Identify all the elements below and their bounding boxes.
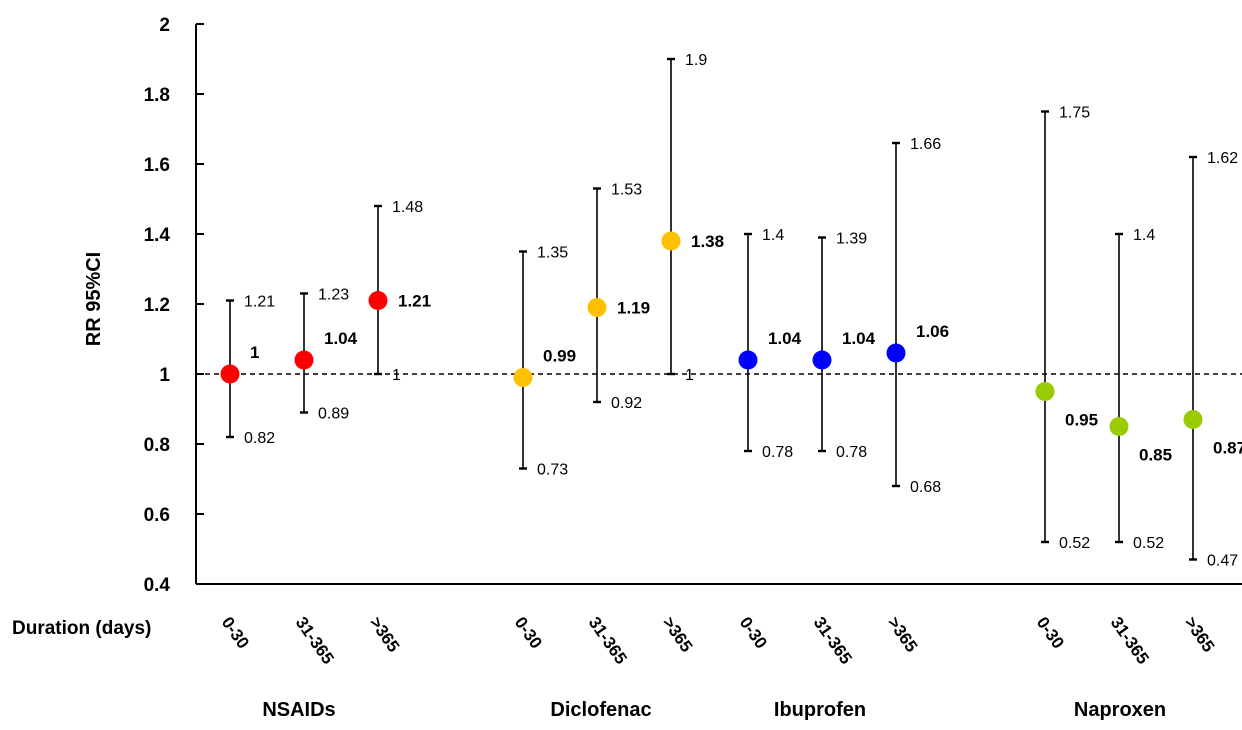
ci-upper-label: 1.9 (685, 52, 707, 69)
rr-point (587, 298, 607, 317)
rr-value-label: 1.04 (842, 329, 876, 348)
rr-point (368, 291, 388, 310)
ci-lower-label: 0.78 (836, 444, 867, 461)
duration-tick-label: >365 (1181, 613, 1219, 655)
ci-upper-label: 1.48 (392, 199, 423, 216)
duration-tick-label: 0-30 (1033, 613, 1068, 652)
rr-value-label: 1 (250, 343, 259, 362)
rr-value-label: 0.87 (1213, 439, 1242, 458)
y-tick-label: 2 (159, 15, 170, 36)
duration-tick-label: 31-365 (585, 613, 631, 667)
group-label: Naproxen (1074, 699, 1166, 721)
ci-upper-label: 1.53 (611, 182, 642, 199)
ci-lower-label: 0.52 (1133, 535, 1164, 552)
group-label: NSAIDs (262, 699, 335, 721)
rr-point (886, 343, 906, 363)
ci-upper-label: 1.35 (537, 245, 568, 262)
rr-value-label: 1.06 (916, 322, 949, 341)
rr-point (812, 350, 832, 370)
duration-tick-label: 0-30 (736, 613, 771, 652)
y-tick-label: 1.8 (144, 85, 170, 106)
rr-value-label: 0.95 (1065, 411, 1098, 430)
ci-upper-label: 1.4 (762, 227, 784, 244)
ci-lower-label: 0.78 (762, 444, 793, 461)
ci-lower-label: 0.89 (318, 406, 349, 423)
ci-upper-label: 1.23 (318, 287, 349, 304)
rr-value-label: 1.19 (617, 299, 650, 318)
rr-value-label: 1.04 (768, 329, 802, 348)
rr-point (661, 231, 681, 251)
y-tick-label: 0.6 (144, 505, 170, 526)
duration-tick-label: 0-30 (218, 613, 253, 652)
duration-tick-label: 0-30 (511, 613, 546, 652)
rr-value-label: 1.38 (691, 232, 724, 251)
y-tick-label: 1.4 (144, 225, 171, 246)
rr-point (738, 350, 758, 370)
y-tick-label: 1.6 (144, 155, 170, 176)
duration-tick-label: >365 (366, 613, 404, 655)
duration-tick-label: 31-365 (292, 613, 338, 667)
rr-value-label: 0.85 (1139, 446, 1172, 465)
duration-tick-label: >365 (659, 613, 697, 655)
ci-upper-label: 1.66 (910, 136, 941, 153)
axis-layer: 0.4 0.6 0.8 1 1.2 1.4 1.6 1.8 2 (144, 15, 1242, 596)
y-tick-label: 0.4 (144, 575, 171, 596)
duration-tick-label: >365 (884, 613, 922, 655)
duration-row-label: Duration (days) (12, 618, 151, 639)
rr-point (1109, 417, 1129, 436)
ci-lower-label: 0.52 (1059, 535, 1090, 552)
ci-upper-label: 1.39 (836, 231, 867, 248)
duration-tick-label: 31-365 (1107, 613, 1153, 667)
rr-value-label: 1.21 (398, 292, 431, 311)
rr-value-label: 1.04 (324, 329, 358, 348)
ci-upper-label: 1.62 (1207, 150, 1238, 167)
group-label: Ibuprofen (774, 699, 866, 721)
ci-lower-label: 0.68 (910, 479, 941, 496)
rr-point (220, 364, 240, 384)
ci-upper-label: 1.21 (244, 294, 275, 311)
rr-point (294, 350, 314, 370)
rr-point (1035, 382, 1055, 401)
duration-tick-label: 31-365 (810, 613, 856, 667)
y-axis-label: RR 95%CI (83, 252, 105, 346)
ci-upper-label: 1.4 (1133, 227, 1155, 244)
ci-lower-label: 0.47 (1207, 553, 1238, 570)
mark-layer: 1.21 0.82 1 0-30 1.23 0.89 1.04 31-365 1.48 1 1.21… (218, 52, 1242, 721)
ci-lower-label: 0.82 (244, 430, 275, 447)
y-tick-label: 1.2 (144, 295, 170, 316)
ci-lower-label: 0.73 (537, 462, 568, 479)
ci-lower-label: 1 (685, 367, 694, 384)
y-tick-label: 0.8 (144, 435, 170, 456)
rr-value-label: 0.99 (543, 347, 576, 366)
rr-point (513, 368, 533, 387)
group-label: Diclofenac (550, 699, 651, 721)
rr-point (1183, 410, 1203, 429)
ci-lower-label: 0.92 (611, 395, 642, 412)
ci-lower-label: 1 (392, 367, 401, 384)
y-tick-label: 1 (159, 365, 170, 386)
ci-upper-label: 1.75 (1059, 105, 1090, 122)
